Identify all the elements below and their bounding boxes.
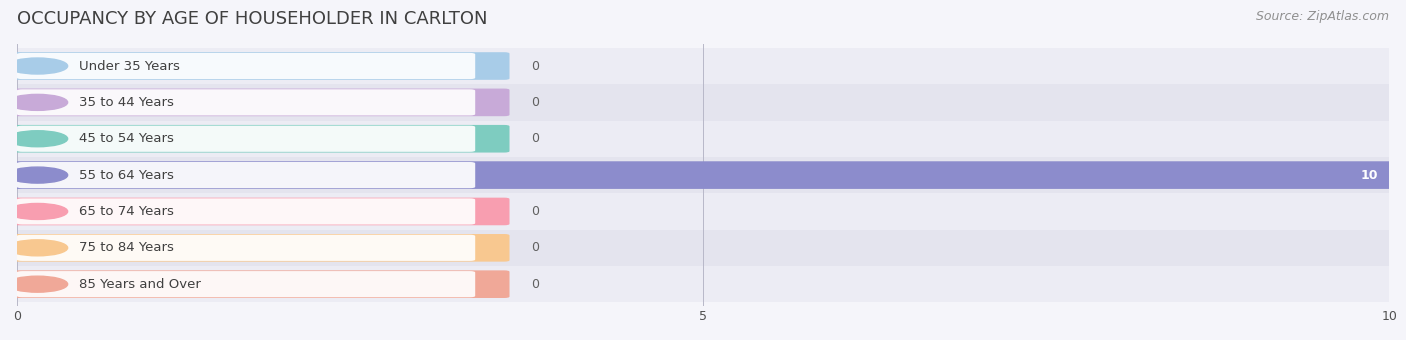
Text: 0: 0 [531, 132, 540, 145]
Text: 85 Years and Over: 85 Years and Over [79, 278, 201, 291]
FancyBboxPatch shape [11, 198, 509, 225]
Text: Source: ZipAtlas.com: Source: ZipAtlas.com [1256, 10, 1389, 23]
Text: 65 to 74 Years: 65 to 74 Years [79, 205, 173, 218]
FancyBboxPatch shape [17, 235, 475, 261]
Text: OCCUPANCY BY AGE OF HOUSEHOLDER IN CARLTON: OCCUPANCY BY AGE OF HOUSEHOLDER IN CARLT… [17, 10, 488, 28]
Circle shape [7, 240, 67, 256]
FancyBboxPatch shape [11, 234, 509, 262]
Text: 55 to 64 Years: 55 to 64 Years [79, 169, 173, 182]
Text: 10: 10 [1361, 169, 1378, 182]
Text: 0: 0 [531, 205, 540, 218]
FancyBboxPatch shape [17, 126, 475, 152]
Circle shape [7, 203, 67, 219]
Text: 35 to 44 Years: 35 to 44 Years [79, 96, 173, 109]
Text: 0: 0 [531, 59, 540, 72]
FancyBboxPatch shape [11, 161, 1395, 189]
Circle shape [7, 58, 67, 74]
Circle shape [7, 167, 67, 183]
Text: 0: 0 [531, 96, 540, 109]
Bar [17, 48, 1389, 84]
Bar [17, 266, 1389, 302]
FancyBboxPatch shape [17, 162, 475, 188]
Text: Under 35 Years: Under 35 Years [79, 59, 180, 72]
Bar [17, 157, 1389, 193]
FancyBboxPatch shape [17, 198, 475, 224]
FancyBboxPatch shape [17, 89, 475, 116]
FancyBboxPatch shape [17, 53, 475, 79]
Circle shape [7, 276, 67, 292]
Text: 0: 0 [531, 278, 540, 291]
Text: 45 to 54 Years: 45 to 54 Years [79, 132, 173, 145]
FancyBboxPatch shape [11, 270, 509, 298]
Circle shape [7, 95, 67, 110]
FancyBboxPatch shape [17, 271, 475, 297]
Text: 0: 0 [531, 241, 540, 254]
Bar [17, 230, 1389, 266]
FancyBboxPatch shape [11, 88, 509, 116]
Text: 75 to 84 Years: 75 to 84 Years [79, 241, 173, 254]
Bar [17, 84, 1389, 121]
Circle shape [7, 131, 67, 147]
Bar [17, 121, 1389, 157]
Bar [17, 193, 1389, 230]
FancyBboxPatch shape [11, 125, 509, 153]
FancyBboxPatch shape [11, 52, 509, 80]
